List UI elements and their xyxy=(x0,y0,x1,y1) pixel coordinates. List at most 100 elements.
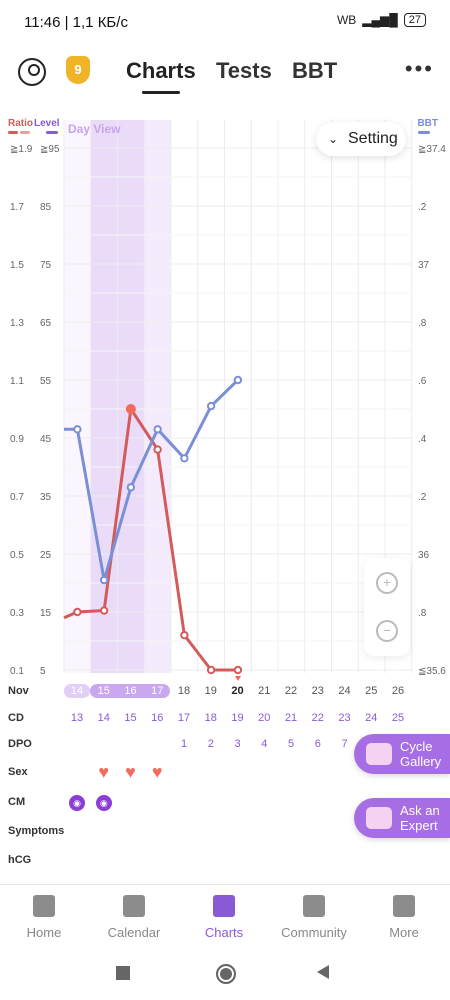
row-label: hCG xyxy=(8,854,32,866)
cervical-mucus-icon: ◉ xyxy=(95,795,112,811)
nav-charts[interactable]: Charts xyxy=(184,895,264,940)
cycle-day: 18 xyxy=(204,712,217,724)
dpo-value: 3 xyxy=(234,738,241,750)
setting-button[interactable]: ⌄ Setting xyxy=(316,122,406,156)
cycle-day: 25 xyxy=(391,712,405,724)
cycle-gallery-label: Cycle Gallery xyxy=(400,739,442,769)
date-label[interactable]: 25 xyxy=(365,685,378,697)
expert-icon xyxy=(366,807,392,829)
date-label[interactable]: 17 xyxy=(151,685,164,697)
cycle-day: 14 xyxy=(97,712,110,724)
bbt-data-point xyxy=(233,375,243,385)
nav-more[interactable]: More xyxy=(364,895,444,940)
tab-tests[interactable]: Tests xyxy=(216,58,272,83)
level-tick-label: 15 xyxy=(40,608,52,619)
level-tick-label: 25 xyxy=(40,550,52,561)
dpo-value: 2 xyxy=(207,738,214,750)
pre-fertile-band xyxy=(64,120,91,673)
level-tick-label: 85 xyxy=(40,202,52,213)
status-icons: WB ▂▄▆█ 27 xyxy=(337,13,426,27)
zoom-in-icon[interactable]: + xyxy=(376,572,398,594)
date-label[interactable]: 14 xyxy=(70,685,84,697)
more-options-icon[interactable]: ••• xyxy=(404,56,434,81)
ask-expert-button[interactable]: Ask an Expert xyxy=(354,798,450,838)
level-tick-label: 45 xyxy=(40,434,52,445)
bbt-tick-label: ≦35.6 xyxy=(418,666,446,677)
dpo-value: 6 xyxy=(314,738,321,750)
bbt-tick-label: .8 xyxy=(418,608,427,619)
date-label[interactable]: 15 xyxy=(97,685,110,697)
hormone-chart[interactable]: ≧1.9 1.7 1.5 1.3 1.1 0.9 0.7 0.5 0.3 0.1 ≧95 85 75 65… xyxy=(0,112,450,692)
gallery-icon xyxy=(366,743,392,765)
level-axis-header: Level xyxy=(34,118,60,129)
nav-home[interactable]: Home xyxy=(4,895,84,940)
row-label: Sex xyxy=(8,766,28,778)
heart-icon: ♥ xyxy=(125,762,136,782)
level-tick-label: 5 xyxy=(40,666,46,677)
date-label[interactable]: 23 xyxy=(311,685,324,697)
bbt-data-point xyxy=(206,401,216,411)
chevron-down-icon: ⌄ xyxy=(328,132,339,146)
cycle-day: 22 xyxy=(311,712,324,724)
level-tick-label: 75 xyxy=(40,260,52,271)
bbt-tick-label: .2 xyxy=(418,202,427,213)
cervical-mucus-icon: ◉ xyxy=(69,795,85,811)
date-label[interactable]: 19 xyxy=(204,685,217,697)
app-tag: WB xyxy=(336,13,357,27)
bbt-data-point xyxy=(73,425,82,434)
date-label[interactable]: 24 xyxy=(338,685,351,697)
date-label[interactable]: 22 xyxy=(284,685,298,697)
day-view-label: Day View xyxy=(68,122,121,136)
ratio-data-point xyxy=(180,631,189,640)
profile-icon[interactable] xyxy=(18,58,46,86)
level-tick-label: ≧95 xyxy=(40,144,60,155)
zoom-out-icon[interactable]: − xyxy=(376,620,398,642)
today-marker xyxy=(235,676,241,681)
more-icon xyxy=(393,895,415,917)
date-label[interactable]: 18 xyxy=(177,685,191,697)
heart-icon: ♥ xyxy=(151,762,163,782)
tab-charts[interactable]: Charts xyxy=(126,58,196,94)
recents-icon[interactable] xyxy=(116,966,130,980)
setting-label: Setting xyxy=(348,130,398,147)
ratio-data-point xyxy=(99,606,109,615)
date-chip xyxy=(64,684,90,698)
bbt-tick-label: .8 xyxy=(418,318,427,329)
peak-marker xyxy=(125,404,136,414)
date-label[interactable]: 16 xyxy=(124,685,137,697)
cycle-day: 21 xyxy=(284,712,298,724)
ratio-tick-label: 1.7 xyxy=(10,202,24,213)
ratio-tick-label: ≧1.9 xyxy=(10,144,33,155)
row-label: Symptoms xyxy=(8,825,65,837)
home-button-icon[interactable] xyxy=(216,964,236,984)
nav-community[interactable]: Community xyxy=(274,895,354,940)
top-bar: 9 Charts Tests BBT ••• xyxy=(0,46,450,100)
bbt-series-line xyxy=(64,378,239,582)
level-tick-label: 35 xyxy=(40,492,52,503)
calendar-icon xyxy=(123,895,145,917)
system-navigation xyxy=(0,954,450,1000)
bbt-data-point xyxy=(153,425,162,434)
dpo-value: 1 xyxy=(180,738,188,750)
status-time: 11:46 | 1,1 КБ/с xyxy=(24,14,128,31)
tab-bbt[interactable]: BBT xyxy=(292,58,338,83)
date-label[interactable]: 21 xyxy=(258,685,271,697)
cycle-day: 15 xyxy=(124,712,137,724)
ratio-tick-label: 0.7 xyxy=(10,492,24,503)
date-label[interactable]: 26 xyxy=(391,685,405,697)
level-badge[interactable]: 9 xyxy=(66,56,90,84)
battery-icon: 27 xyxy=(403,13,426,27)
back-icon[interactable] xyxy=(317,965,329,979)
cycle-gallery-button[interactable]: Cycle Gallery xyxy=(354,734,450,774)
cycle-day: 23 xyxy=(338,712,351,724)
ratio-tick-label: 1.1 xyxy=(10,376,24,387)
bottom-navigation: Home Calendar Charts Community More xyxy=(0,884,450,955)
dpo-value: 4 xyxy=(261,738,268,750)
chart-icon xyxy=(213,895,235,917)
ratio-tick-label: 0.5 xyxy=(10,550,24,561)
date-label[interactable]: 20 xyxy=(231,685,244,697)
cycle-day: 13 xyxy=(70,712,84,724)
level-tick-label: 55 xyxy=(40,376,52,387)
nav-calendar[interactable]: Calendar xyxy=(94,895,174,940)
row-label: CD xyxy=(8,712,24,724)
